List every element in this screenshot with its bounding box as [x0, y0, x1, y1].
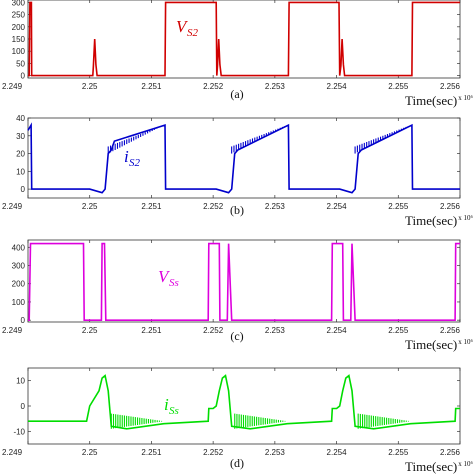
y-tick-label: 30 [16, 132, 25, 141]
ringing-band [110, 413, 409, 429]
x-tick-label: 2.251 [141, 326, 162, 335]
y-tick-label: 100 [12, 298, 26, 307]
x-tick-label: 2.256 [440, 326, 461, 335]
x-axis-exponent: x 10⁶ [458, 338, 473, 346]
y-tick-label: 100 [12, 47, 26, 56]
panel-caption: (c) [230, 329, 243, 343]
plot-frame [27, 367, 461, 445]
x-tick-label: 2.253 [265, 326, 286, 335]
x-tick-label: 2.255 [388, 448, 409, 457]
x-tick-label: 2.249 [2, 202, 23, 211]
signal-subscript: S2 [187, 27, 199, 39]
y-tick-label: 300 [12, 262, 26, 271]
plot-frame [27, 117, 461, 199]
y-tick-label: 0 [21, 185, 26, 194]
x-tick-label: 2.251 [141, 448, 162, 457]
x-tick-label: 2.253 [265, 448, 286, 457]
x-tick-label: 2.256 [440, 82, 461, 91]
x-tick-label: 2.254 [327, 82, 348, 91]
x-tick-label: 2.251 [141, 202, 162, 211]
y-tick-label: 400 [12, 243, 26, 252]
x-tick-label: 2.25 [82, 82, 98, 91]
x-axis-label: Time(sec) [405, 213, 457, 228]
x-tick-label: 2.253 [265, 82, 286, 91]
x-axis-label: Time(sec) [405, 93, 457, 108]
x-tick-label: 2.251 [141, 82, 162, 91]
x-tick-label: 2.249 [2, 82, 23, 91]
series-line [28, 374, 460, 430]
x-axis-exponent: x 10⁶ [458, 214, 473, 222]
x-tick-label: 2.252 [203, 202, 224, 211]
x-tick-label: 2.254 [327, 326, 348, 335]
x-tick-label: 2.256 [440, 448, 461, 457]
x-tick-label: 2.253 [265, 202, 286, 211]
x-tick-label: 2.255 [388, 82, 409, 91]
panel-2: 0 10 20 30 40 2.249 2.25 2.251 2.252 2.253 2.254 2.… [2, 114, 474, 228]
x-axis-label: Time(sec) [405, 459, 457, 474]
series-line [28, 242, 460, 322]
signal-label: V [158, 267, 171, 286]
x-axis-label: Time(sec) [405, 337, 457, 352]
signal-label: i [124, 147, 129, 166]
x-tick-label: 2.256 [440, 202, 461, 211]
panel-caption: (b) [230, 203, 244, 217]
signal-label: V [176, 17, 189, 36]
y-tick-label: 200 [12, 280, 26, 289]
signal-subscript: Ss [169, 277, 179, 289]
y-tick-label: 10 [16, 167, 25, 176]
plot-frame [27, 239, 461, 323]
y-tick-label: 200 [12, 23, 26, 32]
x-tick-label: 2.25 [82, 448, 98, 457]
panel-4: -10 0 10 2.249 2.25 2.251 2.252 2.253 2.254 2.255… [2, 367, 474, 474]
y-tick-label: 250 [12, 11, 26, 20]
x-tick-label: 2.255 [388, 326, 409, 335]
y-tick-label: 50 [16, 59, 25, 68]
panel-1: 0 50 100 150 200 250 300 2.249 2.25 2.251 2.252 2.2… [2, 0, 474, 108]
y-tick-label: 10 [16, 377, 25, 386]
signal-subscript: Ss [169, 405, 179, 417]
signal-label: i [164, 395, 169, 414]
panel-3: 0 100 200 300 400 2.249 2.25 2.251 2.252 2.253 2.2… [2, 239, 474, 352]
x-tick-label: 2.252 [203, 326, 224, 335]
y-tick-label: 0 [21, 316, 26, 325]
x-tick-label: 2.254 [327, 448, 348, 457]
x-tick-label: 2.25 [82, 202, 98, 211]
x-tick-label: 2.25 [82, 326, 98, 335]
x-tick-label: 2.249 [2, 448, 23, 457]
x-axis-exponent: x 10⁶ [458, 460, 473, 468]
x-tick-label: 2.252 [203, 82, 224, 91]
y-tick-label: 300 [12, 0, 26, 7]
ringing-band [107, 126, 409, 154]
x-tick-label: 2.254 [327, 202, 348, 211]
y-tick-label: 0 [21, 402, 26, 411]
series-line [28, 1, 460, 77]
panel-caption: (d) [230, 456, 244, 470]
signal-subscript: S2 [129, 157, 141, 169]
x-tick-label: 2.252 [203, 448, 224, 457]
y-tick-label: 40 [16, 114, 25, 123]
y-tick-label: 0 [21, 72, 26, 81]
y-tick-label: -10 [13, 427, 25, 436]
y-tick-label: 150 [12, 35, 26, 44]
panel-caption: (a) [230, 87, 243, 101]
series-line [27, 122, 460, 194]
y-tick-label: 20 [16, 150, 25, 159]
x-axis-exponent: x 10⁶ [458, 94, 473, 102]
x-tick-label: 2.255 [388, 202, 409, 211]
x-tick-label: 2.249 [2, 326, 23, 335]
